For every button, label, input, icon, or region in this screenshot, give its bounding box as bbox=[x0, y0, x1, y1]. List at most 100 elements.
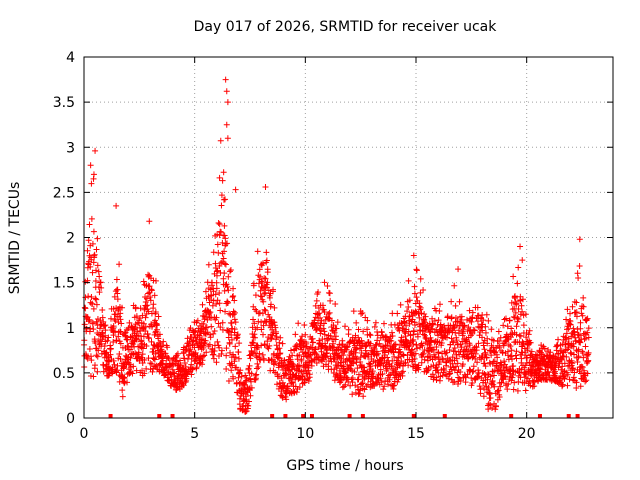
data-point bbox=[328, 317, 335, 324]
y-tick-label: 3 bbox=[66, 140, 75, 156]
data-point bbox=[571, 351, 578, 358]
data-point bbox=[228, 336, 235, 343]
data-point bbox=[361, 374, 368, 381]
baseline-marker bbox=[566, 414, 571, 418]
data-point bbox=[113, 368, 120, 375]
data-point bbox=[558, 356, 565, 363]
data-point bbox=[420, 350, 427, 357]
data-point bbox=[474, 359, 481, 366]
data-point bbox=[305, 367, 312, 374]
data-point bbox=[449, 354, 456, 361]
data-point bbox=[141, 370, 148, 377]
data-point bbox=[349, 367, 356, 374]
data-point bbox=[522, 311, 529, 318]
data-point bbox=[490, 337, 497, 344]
data-point bbox=[235, 355, 242, 362]
data-point bbox=[480, 317, 487, 324]
data-point bbox=[264, 269, 271, 276]
data-point bbox=[174, 350, 181, 357]
data-point bbox=[517, 333, 524, 340]
data-point bbox=[262, 183, 269, 190]
data-point bbox=[116, 261, 123, 268]
data-point bbox=[550, 369, 557, 376]
data-point bbox=[362, 314, 369, 321]
data-point bbox=[225, 287, 232, 294]
data-point bbox=[508, 325, 515, 332]
data-point bbox=[485, 317, 492, 324]
data-point bbox=[110, 339, 117, 346]
data-point bbox=[380, 386, 387, 393]
data-point bbox=[218, 347, 225, 354]
data-point bbox=[93, 318, 100, 325]
data-point bbox=[585, 357, 592, 364]
data-point bbox=[345, 326, 352, 333]
data-point bbox=[269, 288, 276, 295]
data-point bbox=[507, 343, 514, 350]
data-point bbox=[371, 323, 378, 330]
data-point bbox=[421, 316, 428, 323]
data-point bbox=[154, 322, 161, 329]
data-point bbox=[371, 382, 378, 389]
data-point bbox=[448, 335, 455, 342]
data-point bbox=[224, 135, 231, 142]
data-point bbox=[148, 287, 155, 294]
data-point bbox=[248, 384, 255, 391]
data-point bbox=[519, 296, 526, 303]
data-point bbox=[231, 309, 238, 316]
data-point bbox=[501, 358, 508, 365]
data-point bbox=[129, 370, 136, 377]
data-point bbox=[491, 383, 498, 390]
data-point bbox=[222, 240, 229, 247]
data-point bbox=[135, 349, 142, 356]
data-point bbox=[524, 347, 531, 354]
data-point bbox=[504, 386, 511, 393]
data-point bbox=[192, 357, 199, 364]
data-point bbox=[221, 248, 228, 255]
data-point bbox=[576, 236, 583, 243]
data-point bbox=[207, 309, 214, 316]
data-point bbox=[514, 387, 521, 394]
chart-title: Day 017 of 2026, SRMTID for receiver uca… bbox=[194, 19, 498, 35]
data-point bbox=[113, 202, 120, 209]
data-point bbox=[477, 386, 484, 393]
data-point bbox=[582, 343, 589, 350]
data-point bbox=[99, 314, 106, 321]
data-point bbox=[554, 342, 561, 349]
data-point bbox=[412, 350, 419, 357]
data-point bbox=[354, 365, 361, 372]
data-point bbox=[321, 279, 328, 286]
data-point bbox=[463, 316, 470, 323]
data-point bbox=[508, 299, 515, 306]
data-point bbox=[222, 196, 229, 203]
data-point bbox=[416, 303, 423, 310]
data-point bbox=[306, 374, 313, 381]
data-point bbox=[555, 336, 562, 343]
data-point bbox=[347, 382, 354, 389]
data-point bbox=[287, 356, 294, 363]
data-point bbox=[301, 322, 308, 329]
data-point bbox=[86, 346, 93, 353]
data-point bbox=[317, 314, 324, 321]
data-point bbox=[222, 76, 229, 83]
data-point bbox=[160, 353, 167, 360]
baseline-marker bbox=[170, 414, 175, 418]
data-point bbox=[247, 375, 254, 382]
data-point bbox=[509, 372, 516, 379]
data-point bbox=[206, 341, 213, 348]
data-point bbox=[515, 264, 522, 271]
data-point bbox=[201, 352, 208, 359]
data-point bbox=[518, 302, 525, 309]
data-point bbox=[207, 334, 214, 341]
data-point bbox=[88, 357, 95, 364]
data-point bbox=[260, 331, 267, 338]
data-point bbox=[342, 369, 349, 376]
data-point bbox=[308, 362, 315, 369]
data-point bbox=[324, 349, 331, 356]
data-point bbox=[409, 338, 416, 345]
data-point bbox=[377, 375, 384, 382]
data-point bbox=[250, 316, 257, 323]
data-point bbox=[470, 363, 477, 370]
data-point bbox=[257, 287, 264, 294]
data-point bbox=[222, 235, 229, 242]
